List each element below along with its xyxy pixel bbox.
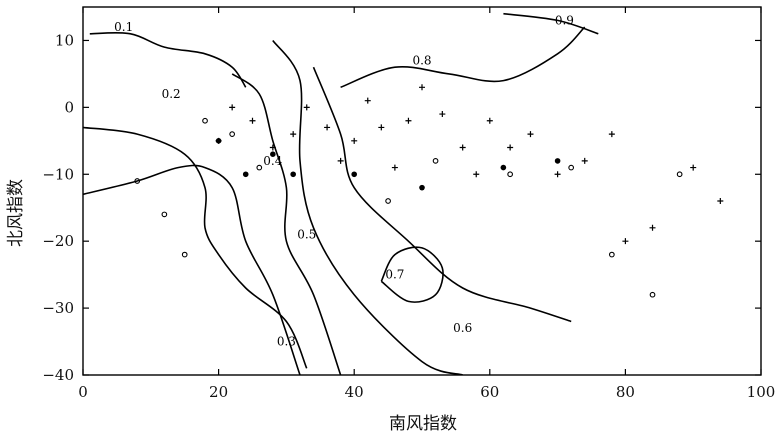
circle-marker — [568, 164, 575, 171]
x-axis-ticks: 0 20 40 60 80 100 — [78, 7, 775, 401]
plus-marker — [459, 144, 466, 151]
plus-marker — [486, 117, 493, 124]
x-tick-label: 100 — [747, 383, 775, 401]
x-tick-label: 60 — [480, 383, 499, 401]
contour-label: 0.8 — [412, 54, 431, 68]
x-axis-label: 南风指数 — [389, 414, 457, 434]
contour-line-0.9 — [503, 12, 599, 35]
circle-marker — [507, 171, 513, 178]
contour-label: 0.6 — [453, 321, 472, 335]
circle-marker — [432, 158, 439, 164]
plus-marker — [622, 238, 629, 245]
y-tick-label: −40 — [42, 366, 74, 384]
dot-marker — [215, 138, 222, 144]
plus-marker — [324, 124, 331, 131]
dot-marker — [242, 171, 249, 178]
plus-marker — [717, 198, 724, 205]
contour-label: 0.4 — [263, 154, 282, 168]
y-tick-label: −20 — [42, 232, 74, 250]
contour-line-0.8 — [340, 26, 586, 89]
contour-line-0.4 — [231, 73, 342, 375]
circle-marker — [161, 211, 168, 218]
plus-marker — [439, 111, 446, 118]
plus-marker — [303, 104, 310, 111]
plus-marker — [249, 117, 256, 124]
circle-marker — [202, 117, 208, 124]
plus-marker — [527, 131, 534, 138]
contour-line-0.3 — [83, 164, 301, 375]
plus-marker — [391, 164, 398, 171]
contour-label: 0.1 — [114, 20, 133, 34]
contour-label: 0.3 — [277, 335, 296, 349]
circle-marker — [608, 251, 615, 258]
plus-marker — [507, 144, 514, 151]
y-axis-label: 北风指数 — [6, 179, 26, 247]
plus-marker — [419, 84, 425, 91]
plus-marker — [690, 164, 697, 171]
dot-marker — [351, 171, 358, 178]
contour-line-0.7 — [380, 246, 444, 303]
contour-label: 0.5 — [297, 227, 316, 241]
contour-line-0.6 — [312, 66, 572, 323]
dot-marker — [419, 184, 425, 191]
circle-marker — [229, 131, 236, 137]
y-tick-label: 0 — [64, 98, 74, 116]
plus-marker — [405, 117, 412, 124]
circle-marker — [385, 198, 391, 204]
circle-marker — [181, 251, 188, 258]
x-tick-label: 40 — [345, 383, 364, 401]
dot-marker — [270, 151, 276, 157]
y-axis-ticks: −40 −30 −20 −10 0 10 — [42, 31, 761, 384]
x-tick-label: 20 — [209, 383, 228, 401]
plus-marker — [554, 171, 561, 178]
contour-lines: 0.1 0.2 0.3 0.4 0.5 0.6 0.7 0.8 0.9 — [83, 12, 599, 375]
contour-line-0.2 — [83, 126, 308, 369]
contour-line-0.5 — [272, 40, 463, 375]
plus-marker — [337, 157, 344, 164]
plus-marker — [581, 157, 588, 164]
dot-marker — [554, 158, 561, 164]
contour-line-0.1 — [89, 31, 247, 88]
plus-marker — [351, 137, 358, 144]
plus-marker — [473, 171, 480, 178]
dot-marker — [290, 171, 296, 178]
contour-label: 0.9 — [555, 13, 574, 27]
plus-marker — [229, 104, 236, 111]
circle-marker — [256, 164, 263, 171]
plus-marker — [290, 131, 297, 138]
circle-marker — [676, 171, 683, 178]
plus-marker — [378, 124, 385, 131]
y-tick-label: 10 — [55, 31, 74, 49]
x-tick-label: 0 — [78, 383, 88, 401]
plus-marker — [364, 97, 371, 104]
y-tick-label: −30 — [42, 299, 74, 317]
circle-marker — [649, 291, 656, 298]
plus-marker — [649, 224, 656, 231]
contour-label: 0.7 — [385, 268, 404, 282]
x-tick-label: 80 — [616, 383, 635, 401]
dot-marker — [500, 164, 507, 171]
contour-label: 0.2 — [162, 87, 181, 101]
y-tick-label: −10 — [42, 165, 74, 183]
plus-marker — [608, 131, 615, 138]
